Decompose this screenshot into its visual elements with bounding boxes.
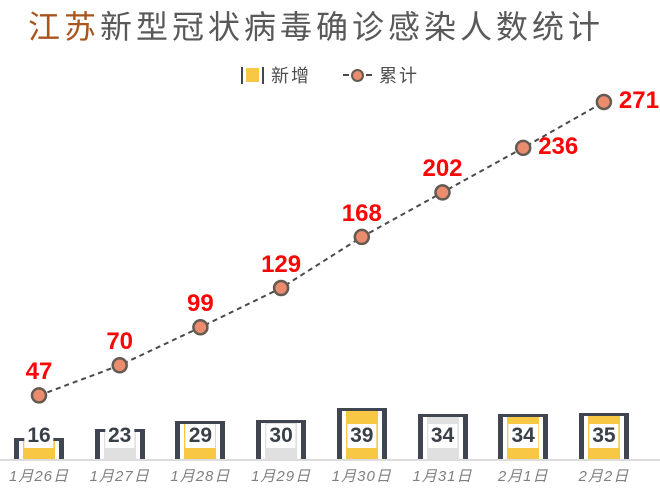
legend-item-new-cases[interactable]: 新增 [241, 62, 311, 88]
x-axis-label: 1月29日 [251, 468, 312, 485]
line-value-label: 129 [261, 251, 302, 278]
line-value-label: 99 [187, 290, 214, 318]
line-point-marker[interactable] [514, 139, 532, 157]
line-value-label: 236 [538, 132, 579, 160]
x-axis-label: 1月28日 [170, 468, 231, 485]
line-value-label: 47 [25, 358, 53, 386]
bar-icon-fill [246, 68, 259, 82]
legend-item-cumulative[interactable]: 累计 [343, 62, 419, 88]
chart-title: 江苏新型冠状病毒确诊感染人数统计 [28, 8, 660, 46]
legend: 新增 累计 [0, 62, 660, 88]
x-axis-line [0, 459, 660, 461]
x-axis-label: 1月26日 [8, 468, 70, 485]
line-value-label: 202 [422, 155, 463, 183]
line-point-marker[interactable] [353, 228, 371, 246]
title-region-name: 江苏 [28, 9, 101, 45]
legend-label-new-cases: 新增 [271, 66, 311, 86]
line-value-label: 271 [618, 86, 659, 114]
line-icon-marker-dot [351, 68, 364, 82]
x-axis-label: 2月1日 [497, 468, 549, 485]
line-point-marker[interactable] [111, 357, 128, 374]
line-icon-right-dash [366, 74, 372, 76]
line-point-marker[interactable] [595, 93, 613, 111]
line-value-label: 70 [106, 328, 134, 356]
bar-series-icon [241, 66, 264, 84]
line-point-marker[interactable] [30, 387, 48, 404]
x-axis-label: 2月2日 [578, 468, 630, 485]
bar-value-label: 34 [508, 424, 538, 448]
bar-value-label: 39 [347, 424, 377, 448]
line-point-marker[interactable] [272, 279, 290, 297]
line-series-icon [343, 68, 372, 82]
bar-value-label: 23 [105, 424, 135, 448]
bar-icon-right-tick [262, 66, 264, 84]
line-point-marker[interactable] [192, 319, 209, 336]
x-axis-label: 1月27日 [89, 468, 150, 485]
bar-column[interactable] [336, 408, 387, 459]
x-axis-label: 1月30日 [331, 468, 392, 485]
bar-value-label: 16 [24, 424, 54, 448]
bar-value-label: 29 [185, 424, 216, 448]
line-value-label: 168 [341, 199, 382, 227]
line-point-marker[interactable] [434, 184, 451, 201]
bar-value-label: 35 [589, 424, 619, 448]
cumulative-dashed-line [38, 101, 605, 397]
bar-icon-left-tick [241, 66, 243, 84]
legend-label-cumulative: 累计 [379, 66, 419, 86]
title-main-text: 新型冠状病毒确诊感染人数统计 [100, 9, 605, 45]
x-axis-label: 1月31日 [412, 468, 473, 485]
line-icon-left-dash [343, 74, 349, 76]
bar-value-label: 30 [266, 424, 296, 448]
bar-value-label: 34 [427, 424, 458, 448]
